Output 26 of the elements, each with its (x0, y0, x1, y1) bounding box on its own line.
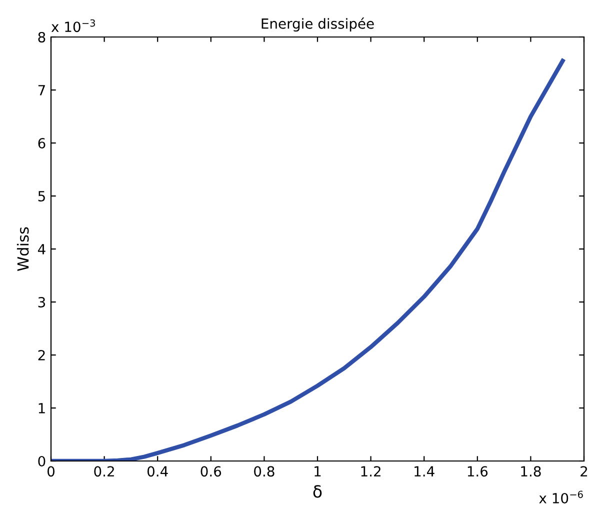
text: x 10$^{−3}$ (51, 19, 95, 32)
x-tick-label: 1.4 (414, 466, 434, 476)
y-tick-label: 0 (38, 456, 46, 466)
y-tick-label: 2 (38, 350, 45, 360)
x-tick-label: 1.2 (361, 466, 380, 476)
x-tick-label: 2 (580, 466, 588, 476)
y-axis-title: Wdiss (16, 227, 29, 271)
x-tick-label: 1.8 (521, 466, 541, 477)
y-tick-label: 3 (38, 296, 46, 308)
x-tick-label: 0.2 (94, 466, 114, 477)
x-tick-label: 0.8 (254, 466, 274, 477)
chart-title: Energie dissipée (262, 18, 374, 32)
line-series (51, 58, 565, 461)
x-axis-title: δ (313, 485, 322, 498)
y-tick-label: 4 (38, 244, 46, 254)
y-tick-label: 6 (38, 138, 46, 148)
x-tick-label: 0.6 (200, 466, 222, 477)
x-tick-label: 1 (314, 466, 321, 476)
y-tick-label: 7 (38, 85, 45, 96)
x-tick-label: 0.4 (147, 466, 168, 477)
y-tick-label: 8 (38, 32, 46, 42)
x-tick-label: 1.6 (468, 466, 488, 477)
text: x 10$^{−6}$ (539, 490, 583, 504)
y-tick-label: 1 (38, 403, 45, 414)
y-tick-label: 5 (38, 191, 45, 202)
x-tick-label: 0 (47, 466, 54, 477)
